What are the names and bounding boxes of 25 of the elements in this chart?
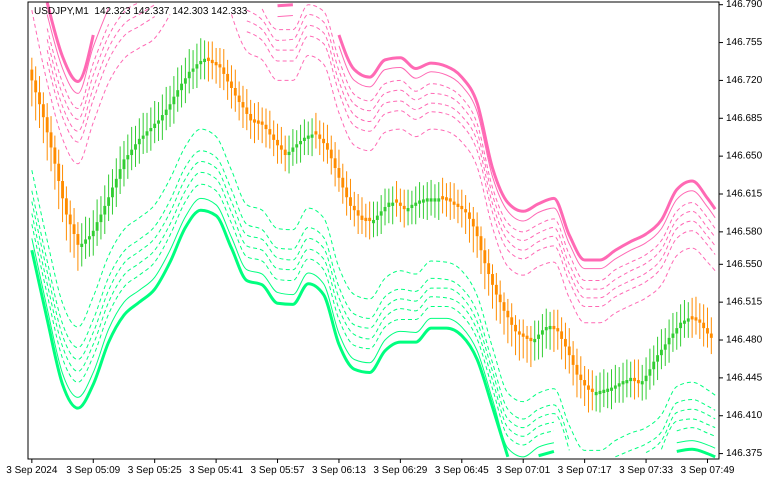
x-tick-label: 3 Sep 06:29: [373, 465, 428, 476]
y-tick-label: 146.650: [726, 150, 763, 162]
x-tick-label: 3 Sep 05:57: [250, 465, 305, 476]
x-tick-label: 3 Sep 07:33: [619, 465, 674, 476]
x-tick-label: 3 Sep 05:25: [128, 465, 182, 476]
y-tick-label: 146.480: [726, 334, 763, 346]
y-tick-label: 146.720: [726, 74, 763, 86]
x-tick-label: 3 Sep 2024: [6, 465, 58, 476]
x-tick-label: 3 Sep 06:45: [434, 465, 490, 476]
y-tick-label: 146.375: [726, 448, 763, 460]
y-tick-label: 146.515: [726, 296, 763, 308]
y-tick-label: 146.790: [726, 0, 763, 10]
y-tick-label: 146.580: [726, 226, 763, 238]
x-tick-label: 3 Sep 07:01: [496, 465, 551, 476]
x-tick-label: 3 Sep 07:49: [680, 465, 735, 476]
y-tick-label: 146.445: [726, 372, 763, 384]
x-tick-label: 3 Sep 05:41: [189, 465, 244, 476]
x-tick-label: 3 Sep 06:13: [312, 465, 366, 476]
y-tick-label: 146.755: [726, 37, 763, 48]
y-tick-label: 146.615: [726, 188, 763, 200]
x-tick-label: 3 Sep 05:09: [66, 465, 121, 476]
y-tick-label: 146.550: [726, 258, 763, 270]
y-tick-label: 146.410: [726, 410, 763, 422]
y-tick-label: 146.685: [726, 112, 763, 124]
x-tick-label: 3 Sep 07:17: [558, 465, 612, 476]
